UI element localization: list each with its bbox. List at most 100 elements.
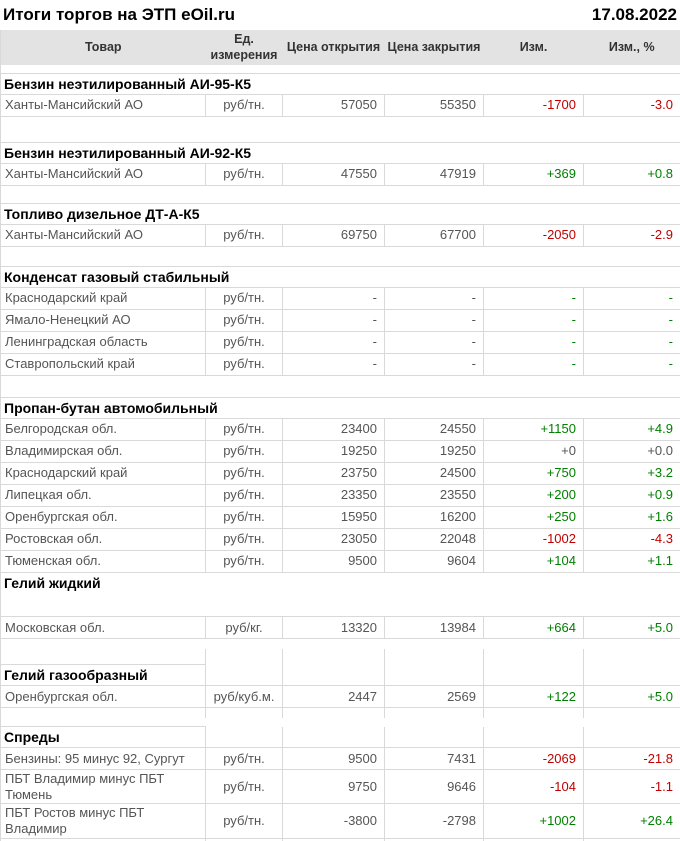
change-pct-cell: - — [584, 353, 680, 375]
open-price-cell: 23050 — [283, 528, 385, 550]
change-pct-cell: +1.1 — [584, 550, 680, 572]
section-title-row: Бензин неэтилированный АИ-92-К5 — [1, 142, 680, 163]
unit-cell: руб/тн. — [206, 163, 283, 185]
change-cell: - — [484, 353, 584, 375]
open-price-cell: 15950 — [283, 506, 385, 528]
product-cell: Краснодарский край — [1, 287, 206, 309]
table-row: Белгородская обл. руб/тн. 23400 24550 +1… — [1, 418, 680, 440]
product-cell: ПБТ Владимир минус ПБТ Тюмень — [1, 770, 206, 804]
spacer-row — [1, 246, 680, 266]
open-price-cell: 9750 — [283, 770, 385, 804]
product-cell: Тюменская обл. — [1, 550, 206, 572]
change-cell: -1700 — [484, 94, 584, 116]
change-pct-cell: -1.1 — [584, 770, 680, 804]
change-cell: -2050 — [484, 224, 584, 246]
table-row: Ямало-Ненецкий АО руб/тн. - - - - — [1, 309, 680, 331]
table-row: Краснодарский край руб/тн. 23750 24500 +… — [1, 462, 680, 484]
column-header-unit: Ед. измерения — [206, 30, 283, 65]
product-cell: Ямало-Ненецкий АО — [1, 309, 206, 331]
close-price-cell: 9646 — [385, 770, 484, 804]
change-pct-cell: -2.9 — [584, 224, 680, 246]
section-title-row: Гелий газообразный — [1, 665, 680, 686]
product-cell: Владимирская обл. — [1, 440, 206, 462]
column-header-change-pct: Изм., % — [584, 30, 680, 65]
section-title-row: Бензин неэтилированный АИ-95-К5 — [1, 73, 680, 94]
spacer-row — [1, 185, 680, 203]
unit-cell: руб/тн. — [206, 224, 283, 246]
close-price-cell: 67700 — [385, 224, 484, 246]
section-title: Топливо дизельное ДТ-А-К5 — [1, 203, 680, 224]
table-row: Ханты-Мансийский АО руб/тн. 69750 67700 … — [1, 224, 680, 246]
table-row: Ставропольский край руб/тн. - - - - — [1, 353, 680, 375]
close-price-cell: 7431 — [385, 748, 484, 770]
change-pct-cell: - — [584, 331, 680, 353]
close-price-cell: - — [385, 331, 484, 353]
table-row: Владимирская обл. руб/тн. 19250 19250 +0… — [1, 440, 680, 462]
close-price-cell: 23550 — [385, 484, 484, 506]
open-price-cell: 69750 — [283, 224, 385, 246]
table-row: Краснодарский край руб/тн. - - - - — [1, 287, 680, 309]
section-title-row: Топливо дизельное ДТ-А-К5 — [1, 203, 680, 224]
unit-cell: руб/тн. — [206, 550, 283, 572]
open-price-cell: - — [283, 309, 385, 331]
change-cell: -2069 — [484, 748, 584, 770]
spacer-row — [1, 65, 680, 73]
change-cell: - — [484, 331, 584, 353]
close-price-cell: 16200 — [385, 506, 484, 528]
close-price-cell: 19250 — [385, 440, 484, 462]
product-cell: Краснодарский край — [1, 462, 206, 484]
product-cell: Ханты-Мансийский АО — [1, 163, 206, 185]
product-cell: ПБТ Ростов минус ПБТ Владимир — [1, 804, 206, 838]
open-price-cell: 19250 — [283, 440, 385, 462]
spacer-row — [1, 593, 680, 617]
unit-cell: руб/тн. — [206, 484, 283, 506]
product-cell: Ханты-Мансийский АО — [1, 224, 206, 246]
close-price-cell: 9604 — [385, 550, 484, 572]
unit-cell: руб/тн. — [206, 770, 283, 804]
table-row: Ленинградская область руб/тн. - - - - — [1, 331, 680, 353]
change-cell: +369 — [484, 163, 584, 185]
change-pct-cell: +0.9 — [584, 484, 680, 506]
close-price-cell: 22048 — [385, 528, 484, 550]
change-pct-cell: +1.6 — [584, 506, 680, 528]
section-title: Бензин неэтилированный АИ-92-К5 — [1, 142, 680, 163]
product-cell: Белгородская обл. — [1, 418, 206, 440]
unit-cell: руб/тн. — [206, 418, 283, 440]
spacer-row — [1, 116, 680, 142]
column-header-close-price: Цена закрытия — [385, 30, 484, 65]
table-row: Ханты-Мансийский АО руб/тн. 47550 47919 … — [1, 163, 680, 185]
change-pct-cell: +5.0 — [584, 686, 680, 708]
product-cell: Оренбургская обл. — [1, 686, 206, 708]
change-cell: +200 — [484, 484, 584, 506]
product-cell: Оренбургская обл. — [1, 506, 206, 528]
section-title: Спреды — [1, 727, 206, 748]
spacer-row — [1, 375, 680, 397]
page-title: Итоги торгов на ЭТП eOil.ru — [3, 5, 235, 25]
change-cell: +750 — [484, 462, 584, 484]
change-cell: -1002 — [484, 528, 584, 550]
change-pct-cell: +3.2 — [584, 462, 680, 484]
unit-cell: руб/тн. — [206, 353, 283, 375]
change-pct-cell: +5.0 — [584, 617, 680, 639]
table-row: ПБТ Владимир минус ПБТ Тюмень руб/тн. 97… — [1, 770, 680, 804]
section-title-row: Пропан-бутан автомобильный — [1, 397, 680, 418]
unit-cell: руб/тн. — [206, 748, 283, 770]
product-cell: Бензины: 95 минус 92, Сургут — [1, 748, 206, 770]
open-price-cell: - — [283, 287, 385, 309]
unit-cell: руб/тн. — [206, 804, 283, 838]
change-cell: -104 — [484, 770, 584, 804]
table-row: Ханты-Мансийский АО руб/тн. 57050 55350 … — [1, 94, 680, 116]
close-price-cell: 47919 — [385, 163, 484, 185]
section-title-row: Спреды — [1, 727, 680, 748]
table-row: ПБТ Ростов минус ПБТ Владимир руб/тн. -3… — [1, 804, 680, 838]
report-date: 17.08.2022 — [592, 5, 677, 25]
change-cell: +664 — [484, 617, 584, 639]
spacer-row — [1, 639, 680, 649]
unit-cell: руб/тн. — [206, 331, 283, 353]
section-title: Гелий жидкий — [1, 572, 680, 593]
change-cell: +0 — [484, 440, 584, 462]
open-price-cell: 57050 — [283, 94, 385, 116]
close-price-cell: 24550 — [385, 418, 484, 440]
table-row: Липецкая обл. руб/тн. 23350 23550 +200 +… — [1, 484, 680, 506]
change-cell: +1002 — [484, 804, 584, 838]
